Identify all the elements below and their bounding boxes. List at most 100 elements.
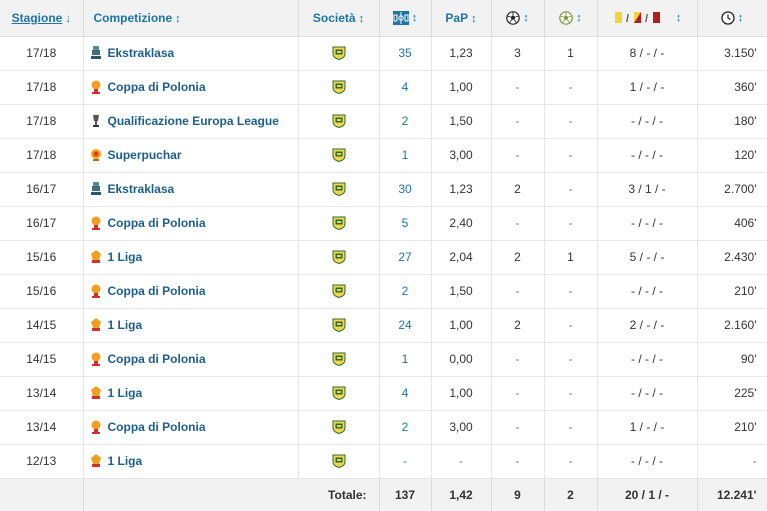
sort-arrows-icon[interactable]: ↕	[576, 12, 582, 25]
table-row: 14/15 Coppa di Polonia 1 0,00- - - / - / -90'	[0, 342, 767, 377]
appearances-cell: 30	[379, 172, 432, 207]
sort-arrows-icon[interactable]: ↕	[358, 12, 365, 25]
competition-link[interactable]: 1 Liga	[107, 453, 143, 468]
appearances-cell: 1	[379, 342, 432, 377]
season-header-label[interactable]: Stagione	[11, 10, 63, 25]
competition-link[interactable]: Coppa di Polonia	[107, 79, 206, 94]
appearances-link[interactable]: 1	[401, 352, 409, 366]
appearances-link[interactable]: 4	[401, 386, 409, 400]
clock-icon	[721, 11, 735, 25]
goals-cell: -	[491, 138, 545, 173]
club-crest-icon[interactable]	[332, 454, 346, 469]
competition-header-label[interactable]: Competizione	[93, 10, 173, 25]
minutes-cell: -	[697, 444, 767, 479]
club-crest-icon[interactable]	[332, 250, 346, 265]
cards-cell: - / - / -	[597, 342, 698, 377]
competition-cell: Coppa di Polonia	[83, 274, 299, 309]
appearances-link[interactable]: 35	[398, 46, 412, 60]
football-icon	[506, 11, 521, 25]
appearances-link[interactable]: 2	[401, 420, 409, 434]
sort-arrows-icon[interactable]: ↕	[471, 12, 477, 25]
competition-link[interactable]: Coppa di Polonia	[107, 351, 206, 366]
appearances-link[interactable]: 5	[401, 216, 409, 230]
cards-column-header[interactable]: / / ↕	[597, 0, 698, 37]
club-crest-icon[interactable]	[332, 216, 346, 231]
appearances-link[interactable]: -	[403, 454, 407, 468]
appearances-link[interactable]: 1	[401, 148, 409, 162]
club-crest-icon[interactable]	[332, 352, 346, 367]
competition-cell: 1 Liga	[83, 376, 299, 411]
competition-link[interactable]: Coppa di Polonia	[107, 419, 206, 434]
sort-arrows-icon[interactable]: ↕	[737, 12, 744, 25]
competition-link[interactable]: 1 Liga	[107, 385, 143, 400]
appearances-link[interactable]: 27	[398, 250, 412, 264]
club-column-header[interactable]: Società ↕	[298, 0, 380, 37]
goals-cell: 2	[491, 308, 545, 343]
goals-column-header[interactable]: ↕	[491, 0, 545, 37]
minutes-cell: 2.160'	[697, 308, 767, 343]
appearances-cell: 4	[379, 70, 432, 105]
table-row: 13/14 Coppa di Polonia 2 3,00- -1 / - / -210…	[0, 410, 767, 445]
sort-arrows-icon[interactable]: ↕	[175, 12, 181, 25]
appearances-column-header[interactable]: ↕	[379, 0, 432, 37]
season-column-header[interactable]: Stagione ↓	[0, 0, 84, 37]
competition-link[interactable]: 1 Liga	[107, 249, 143, 264]
club-crest-icon[interactable]	[332, 114, 346, 129]
assists-cell: 1	[544, 240, 598, 275]
club-crest-icon[interactable]	[332, 46, 346, 61]
arrow-down-icon[interactable]: ↓	[65, 12, 71, 25]
sort-arrows-icon[interactable]: ↕	[523, 12, 529, 25]
ppm-cell: 1,23	[431, 172, 492, 207]
competition-link[interactable]: Superpuchar	[107, 147, 182, 162]
appearances-link[interactable]: 24	[398, 318, 412, 332]
totals-ppm: 1,42	[431, 477, 492, 511]
assists-column-header[interactable]: ↕	[544, 0, 598, 37]
competition-cell: Coppa di Polonia	[83, 70, 299, 105]
club-crest-icon[interactable]	[332, 80, 346, 95]
club-header-label[interactable]: Società	[312, 10, 356, 25]
appearances-link[interactable]: 2	[401, 114, 409, 128]
appearances-link[interactable]: 30	[398, 182, 412, 196]
club-crest-icon[interactable]	[332, 386, 346, 401]
club-cell	[298, 342, 380, 377]
club-crest-icon[interactable]	[332, 148, 346, 163]
ppm-column-header[interactable]: PaP ↕	[431, 0, 492, 37]
pitch-icon	[392, 11, 409, 26]
club-cell	[298, 36, 380, 71]
club-crest-icon[interactable]	[332, 284, 346, 299]
cards-icon: / /	[614, 12, 660, 25]
assists-cell: -	[544, 172, 598, 207]
goals-cell: -	[491, 342, 545, 377]
season-cell: 16/17	[0, 206, 84, 241]
minutes-cell: 406'	[697, 206, 767, 241]
totals-row: Totale: 137 1,42 9 2 20 / 1 / - 12.241'	[0, 477, 767, 511]
ppm-cell: 2,40	[431, 206, 492, 241]
1-liga-logo-icon	[90, 386, 101, 400]
competition-link[interactable]: Ekstraklasa	[107, 45, 175, 60]
competition-link[interactable]: 1 Liga	[107, 317, 143, 332]
table-header-row: Stagione ↓ Competizione ↕ Società ↕ ↕ PaP ↕	[0, 0, 767, 37]
sort-arrows-icon[interactable]: ↕	[675, 12, 682, 25]
competition-link[interactable]: Qualificazione Europa League	[107, 113, 279, 128]
competition-link[interactable]: Ekstraklasa	[107, 181, 175, 196]
club-cell	[298, 308, 380, 343]
supercup-logo-icon	[90, 149, 101, 162]
competition-link[interactable]: Coppa di Polonia	[107, 215, 206, 230]
goals-cell: 3	[491, 36, 545, 71]
ppm-header-label[interactable]: PaP	[445, 10, 469, 25]
competition-link[interactable]: Coppa di Polonia	[107, 283, 206, 298]
competition-cell: 1 Liga	[83, 240, 299, 275]
sort-arrows-icon[interactable]: ↕	[411, 12, 418, 25]
appearances-cell: 5	[379, 206, 432, 241]
minutes-cell: 3.150'	[697, 36, 767, 71]
cards-cell: 8 / - / -	[597, 36, 698, 71]
minutes-column-header[interactable]: ↕	[697, 0, 767, 37]
cards-cell: 5 / - / -	[597, 240, 698, 275]
appearances-link[interactable]: 2	[401, 284, 409, 298]
club-crest-icon[interactable]	[332, 182, 346, 197]
appearances-link[interactable]: 4	[401, 80, 409, 94]
competition-column-header[interactable]: Competizione ↕	[83, 0, 299, 37]
club-crest-icon[interactable]	[332, 318, 346, 333]
appearances-cell: 27	[379, 240, 432, 275]
club-crest-icon[interactable]	[332, 420, 346, 435]
